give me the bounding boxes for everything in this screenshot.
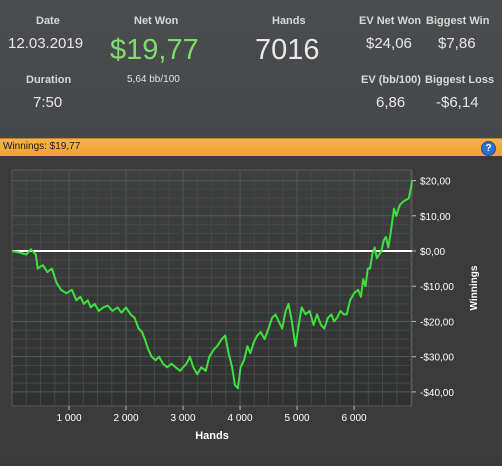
y-tick-label: $10,00 — [420, 212, 451, 223]
x-tick-label: 6 000 — [342, 413, 367, 424]
net-won-value: $19,77 — [110, 34, 199, 66]
date-value: 12.03.2019 — [8, 35, 84, 52]
ev-bb100-label: EV (bb/100) — [361, 74, 421, 86]
y-tick-label: -$30,00 — [420, 353, 454, 364]
hands-label: Hands — [272, 15, 306, 27]
duration-label: Duration — [26, 74, 72, 86]
grid-lines — [12, 170, 412, 406]
ev-net-won-label: EV Net Won — [359, 15, 422, 27]
winnings-title: Winnings: $19,77 — [3, 141, 81, 152]
winnings-title-bar: Winnings: $19,77 ? — [0, 138, 502, 157]
x-tick-label: 2 000 — [114, 413, 139, 424]
duration-value: 7:50 — [33, 94, 63, 111]
winnings-series-line — [11, 180, 413, 390]
biggest-loss-label: Biggest Loss — [425, 74, 495, 86]
y-axis-ticks: $20,00 $10,00 $0,00 -$10,00 -$20,00 -$30,00 -$… — [412, 177, 454, 399]
x-tick-label: 5 000 — [285, 413, 310, 424]
biggest-win-value: $7,86 — [438, 35, 476, 52]
ev-net-won-value: $24,06 — [366, 35, 412, 52]
net-won-label: Net Won — [134, 15, 179, 27]
y-tick-label: -$40,00 — [420, 388, 454, 399]
y-tick-label: $0,00 — [420, 247, 445, 258]
y-tick-label: -$20,00 — [420, 317, 454, 328]
winnings-chart: 1 000 2 000 3 000 4 000 5 000 6 000 $20,00 $10… — [11, 169, 480, 442]
session-stats-panel: Date 12.03.2019 Net Won $19,77 5,64 bb/1… — [0, 0, 502, 138]
bb-per-100-value: 5,64 bb/100 — [127, 74, 180, 85]
x-axis-ticks: 1 000 2 000 3 000 4 000 5 000 6 000 — [56, 406, 367, 424]
y-axis-label: Winnings — [469, 265, 480, 310]
x-tick-label: 3 000 — [171, 413, 196, 424]
help-icon[interactable]: ? — [481, 141, 496, 156]
y-tick-label: $20,00 — [420, 177, 451, 188]
x-tick-label: 1 000 — [56, 413, 81, 424]
winnings-chart-area: 1 000 2 000 3 000 4 000 5 000 6 000 $20,00 $10… — [0, 156, 502, 461]
x-axis-label: Hands — [195, 430, 229, 442]
ev-bb100-value: 6,86 — [376, 94, 406, 111]
y-tick-label: -$10,00 — [420, 282, 454, 293]
x-tick-label: 4 000 — [228, 413, 253, 424]
date-label: Date — [36, 15, 60, 27]
hands-value: 7016 — [255, 34, 320, 66]
biggest-win-label: Biggest Win — [426, 15, 490, 27]
biggest-loss-value: -$6,14 — [436, 94, 479, 111]
